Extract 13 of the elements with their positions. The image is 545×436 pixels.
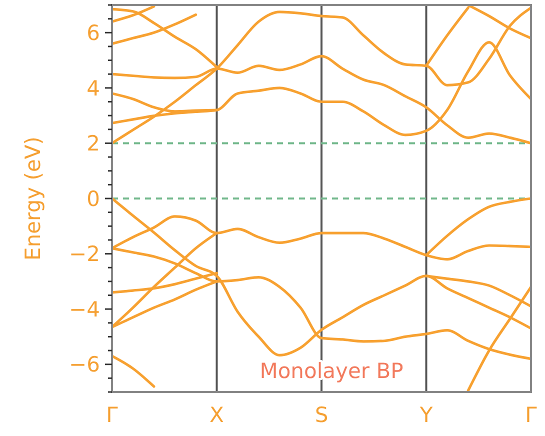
y-tick-label: 4: [86, 76, 100, 100]
x-tick-label: S: [314, 403, 328, 427]
y-tick-label: 2: [86, 132, 100, 156]
y-axis-title: Energy (eV): [21, 136, 45, 260]
y-tick-label: 0: [86, 186, 100, 211]
y-tick-label: −4: [69, 297, 100, 322]
y-tick-label: 6: [86, 20, 100, 45]
y-tick-label: −2: [69, 242, 100, 266]
x-tick-label: Γ: [106, 403, 118, 427]
x-tick-label: Γ: [525, 403, 538, 427]
y-tick-label: −6: [69, 352, 100, 377]
x-tick-label: X: [210, 403, 224, 427]
x-tick-label: Y: [418, 403, 433, 427]
